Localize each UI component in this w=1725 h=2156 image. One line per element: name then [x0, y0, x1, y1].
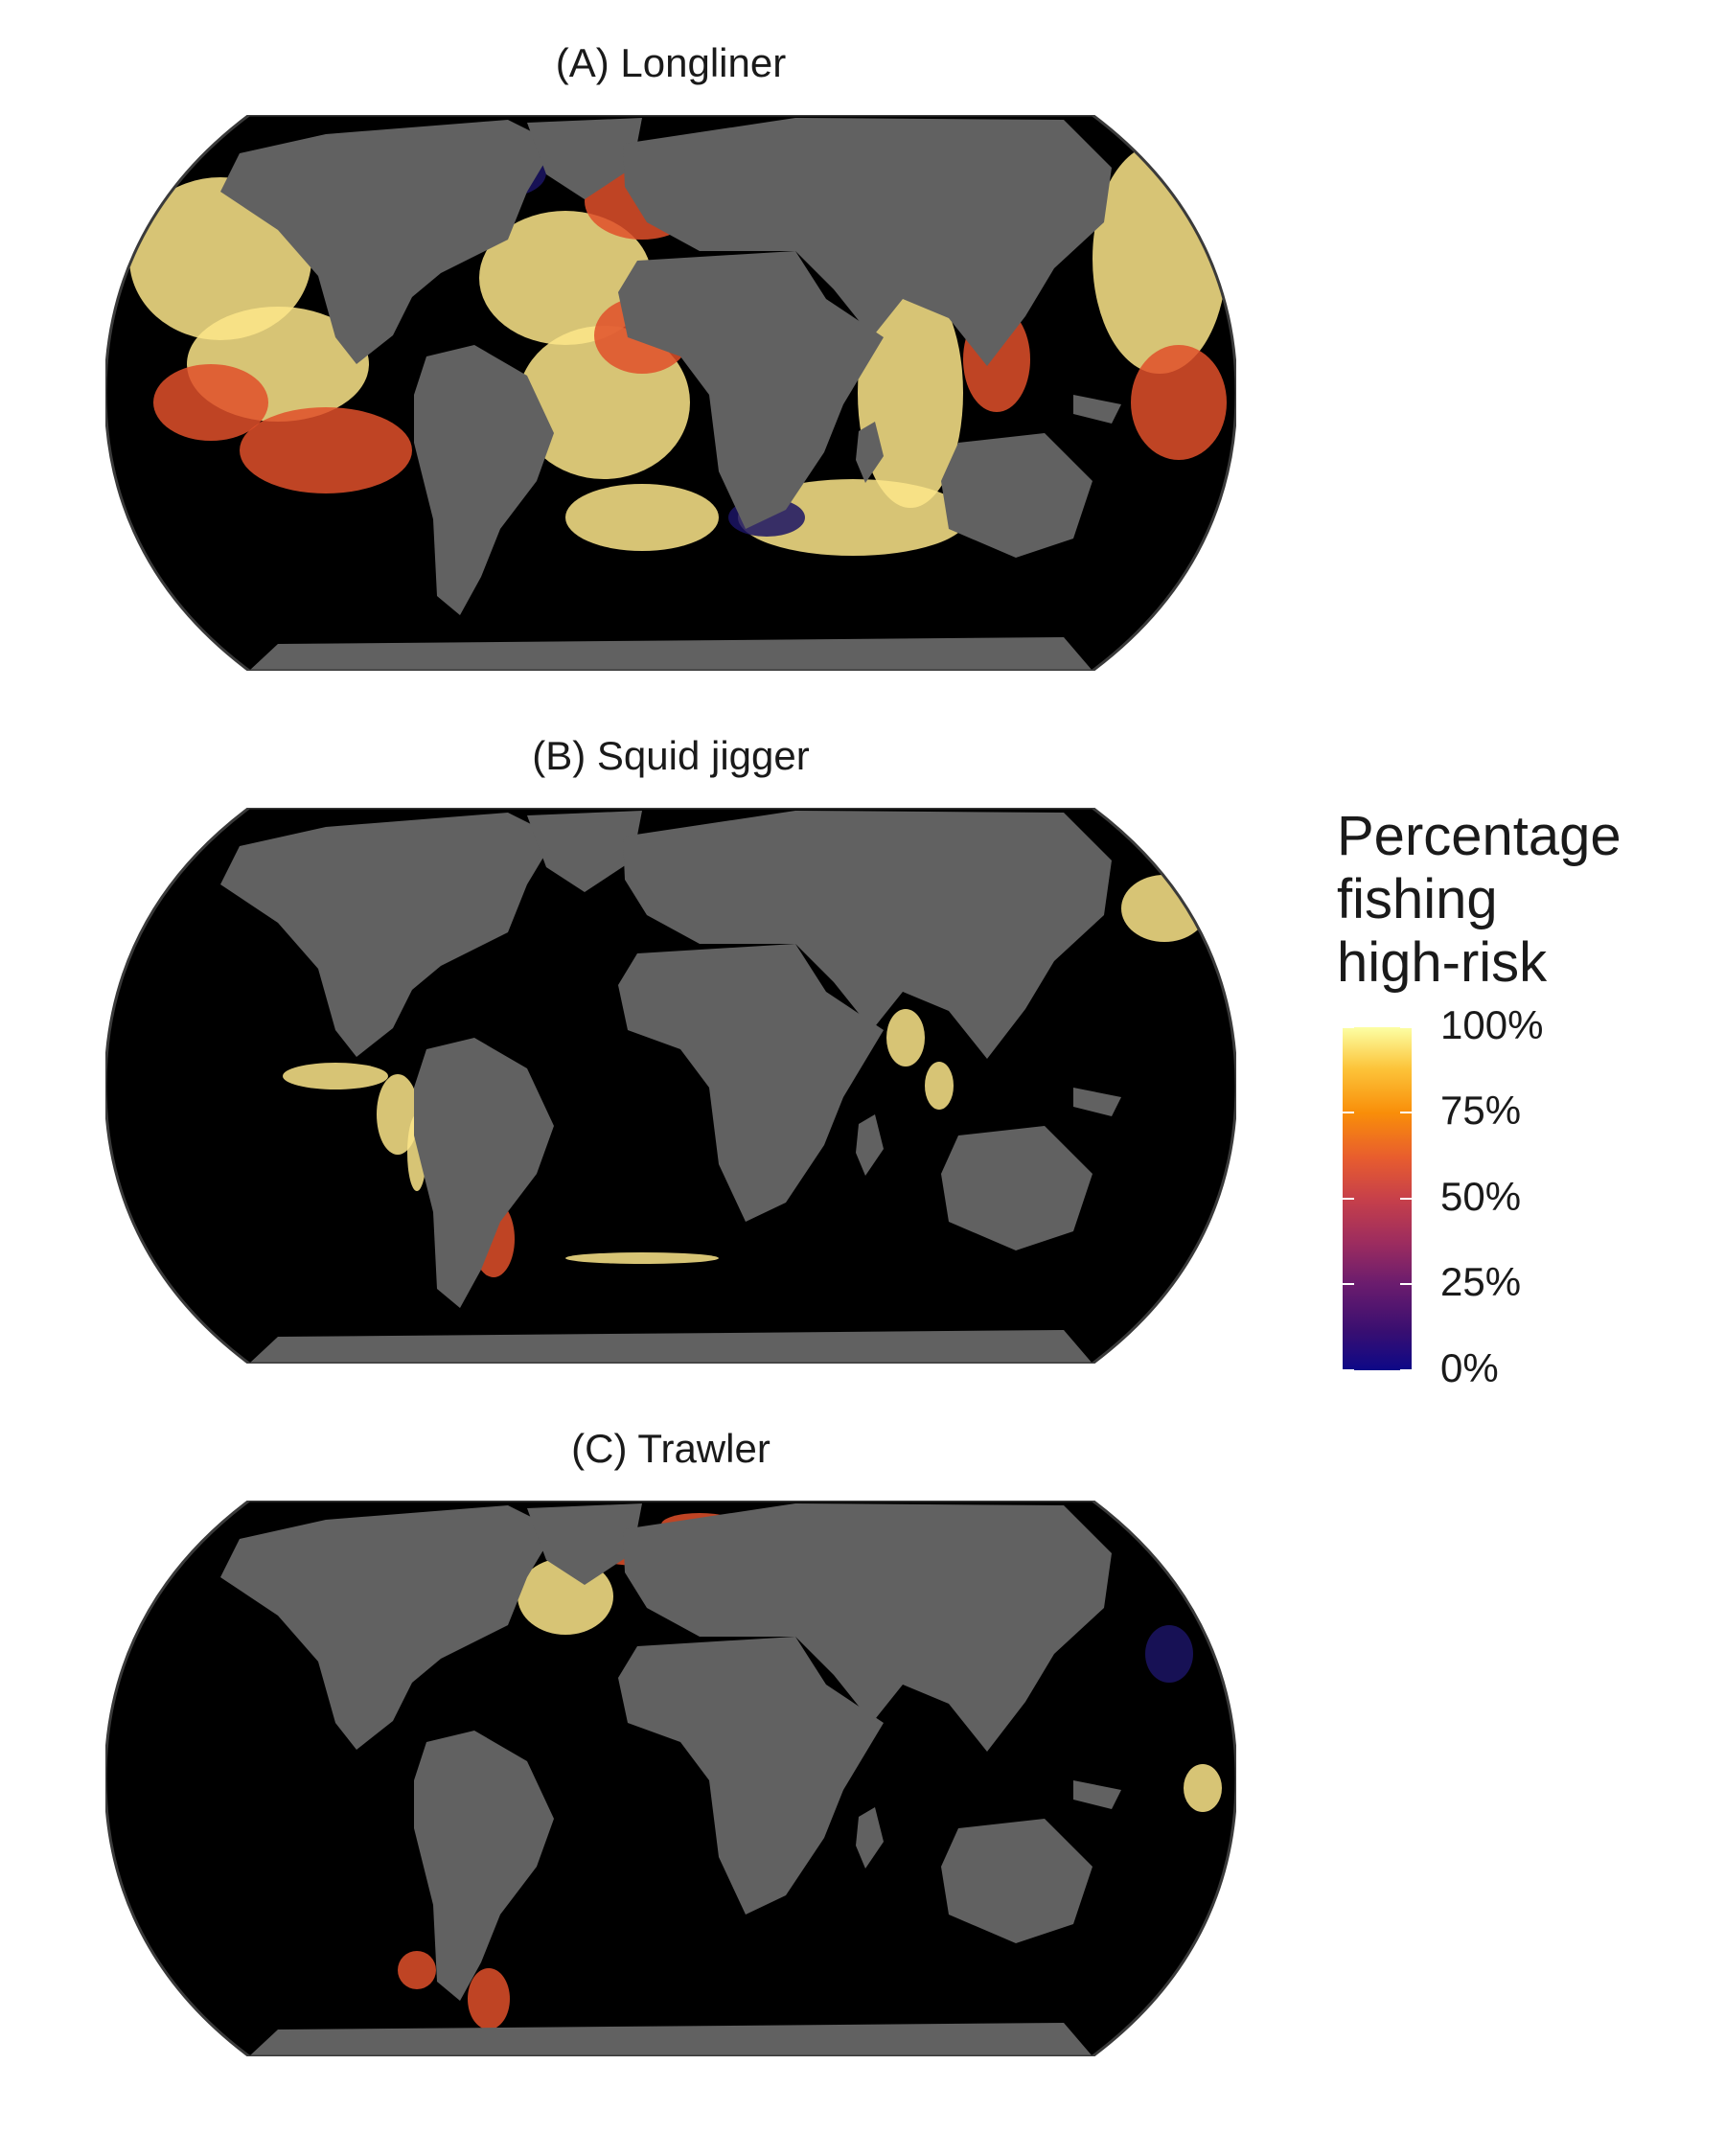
fishing-area-12	[565, 484, 719, 551]
landmass-south-america	[414, 1038, 554, 1308]
landmass-eurasia	[623, 811, 1112, 1059]
landmass-africa	[618, 1637, 884, 1915]
panel-b-title: (B) Squid jigger	[532, 733, 810, 778]
fishing-area-6	[1145, 1625, 1193, 1683]
tick-label-100: 100%	[1440, 1002, 1544, 1047]
landmass-new-guinea	[1073, 1780, 1121, 1809]
fishing-area-4	[1121, 875, 1208, 942]
longliner-map	[105, 115, 1236, 671]
fishing-area-7	[925, 1062, 954, 1110]
landmass-australia	[941, 1126, 1092, 1250]
fishing-area-6	[886, 1009, 925, 1067]
tick-label-0: 0%	[1440, 1345, 1499, 1390]
tick-label-75: 75%	[1440, 1088, 1522, 1133]
fishing-area-11	[1131, 345, 1227, 460]
landmass-antarctica	[249, 2023, 1092, 2056]
fishing-area-5	[112, 904, 147, 923]
landmass-new-guinea	[1073, 395, 1121, 424]
squid-jigger-map	[105, 808, 1236, 1364]
landmass-australia	[941, 1819, 1092, 1943]
landmass-greenland	[527, 811, 642, 892]
landmass-australia	[941, 433, 1092, 558]
landmass-africa	[618, 944, 884, 1222]
tick-label-25: 25%	[1440, 1259, 1522, 1304]
landmass-antarctica	[249, 1330, 1092, 1364]
legend-title: Percentage fishing high-risk	[1337, 805, 1701, 995]
fishing-area-5	[1184, 1764, 1222, 1812]
fishing-area-2	[240, 407, 412, 493]
legend: Percentage fishing high-risk 100% 75% 50…	[1337, 805, 1701, 1399]
landmass-south-america	[414, 345, 554, 615]
panel-a-title: (A) Longliner	[555, 40, 787, 85]
map-outline	[105, 115, 1236, 671]
fishing-area-8	[565, 1252, 719, 1264]
landmass-africa	[618, 251, 884, 529]
fishing-area-7	[121, 1943, 144, 1959]
landmass-greenland	[527, 118, 642, 199]
fishing-area-13	[738, 479, 968, 556]
landmass-north-america	[220, 120, 556, 364]
fishing-area-3	[468, 1968, 510, 2030]
landmass-eurasia	[623, 118, 1112, 366]
tick-label-50: 50%	[1440, 1174, 1522, 1219]
landmass-north-america	[220, 813, 556, 1057]
map-outline	[105, 808, 1236, 1364]
landmass-antarctica	[249, 637, 1092, 671]
legend-title-line-3: high-risk	[1337, 931, 1548, 994]
landmass-madagascar	[856, 1114, 884, 1176]
landmass-south-america	[414, 1731, 554, 2001]
map-outline	[105, 1501, 1236, 2056]
fishing-area-0	[283, 1063, 388, 1089]
fishing-area-1	[377, 1074, 419, 1155]
landmass-madagascar	[856, 1807, 884, 1869]
landmass-madagascar	[856, 422, 884, 483]
legend-title-line-1: Percentage	[1337, 805, 1622, 867]
fishing-area-3	[153, 364, 268, 441]
fishing-area-4	[398, 1951, 436, 1989]
panel-c-title: (C) Trawler	[571, 1426, 770, 1471]
landmass-north-america	[220, 1505, 556, 1750]
legend-title-line-2: fishing	[1337, 868, 1498, 930]
landmass-new-guinea	[1073, 1088, 1121, 1116]
landmass-greenland	[527, 1503, 642, 1585]
fishing-area-8	[858, 278, 963, 508]
legend-colorbar	[1343, 1026, 1412, 1371]
trawler-map	[105, 1501, 1236, 2056]
landmass-eurasia	[623, 1503, 1112, 1752]
